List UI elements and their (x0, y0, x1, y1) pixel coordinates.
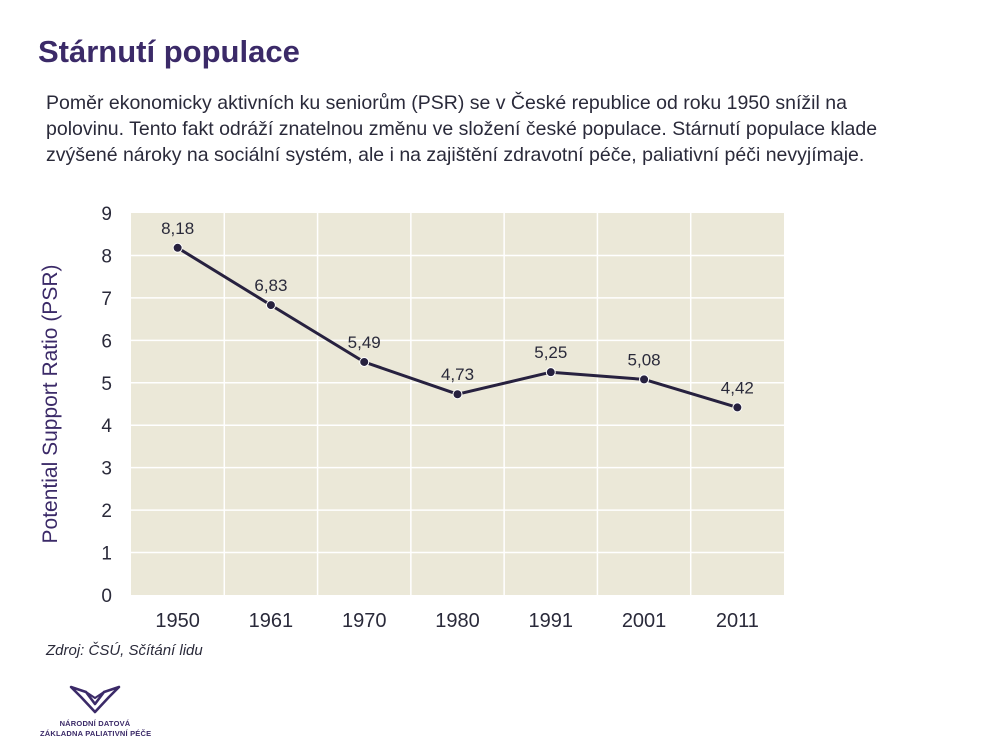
data-point-1970 (359, 356, 370, 367)
y-tick-label: 8 (101, 246, 112, 267)
x-axis-ticks: 1950 1961 1970 1980 1991 2001 2011 (155, 610, 758, 632)
x-tick-label: 1991 (529, 610, 574, 632)
slide-title: Stárnutí populace (38, 34, 300, 69)
data-label-1970: 5,49 (348, 333, 381, 352)
data-label-2011: 4,42 (721, 378, 754, 397)
y-tick-label: 6 (101, 331, 112, 352)
y-tick-label: 9 (101, 204, 112, 225)
y-axis-ticks: 0 1 2 3 4 5 6 7 8 9 (101, 204, 112, 607)
x-tick-label: 1961 (249, 610, 294, 632)
y-axis-label: Potential Support Ratio (PSR) (39, 265, 62, 544)
data-label-1980: 4,73 (441, 365, 474, 384)
data-point-2011 (732, 402, 743, 413)
x-tick-label: 1980 (435, 610, 480, 632)
data-point-1980 (452, 389, 463, 400)
x-tick-label: 1950 (155, 610, 200, 632)
grid-lines (131, 213, 784, 595)
data-point-1950 (172, 242, 183, 253)
ndzpp-logo: NÁRODNÍ DATOVÁ ZÁKLADNA PALIATIVNÍ PÉČE (40, 684, 152, 738)
data-labels: 8,18 6,83 5,49 4,73 5,25 5,08 4,42 (161, 219, 754, 398)
y-tick-label: 3 (101, 459, 112, 480)
data-label-1961: 6,83 (254, 276, 287, 295)
x-tick-label: 2001 (622, 610, 667, 632)
logo-emblem-icon (69, 685, 121, 714)
logo-line-1: NÁRODNÍ DATOVÁ (59, 719, 131, 728)
y-tick-label: 0 (101, 586, 112, 607)
x-tick-label: 1970 (342, 610, 387, 632)
y-tick-label: 2 (101, 501, 112, 522)
source-note: Zdroj: ČSÚ, Sčítání lidu (46, 642, 203, 659)
data-points (172, 242, 743, 413)
logo-line-2: ZÁKLADNA PALIATIVNÍ PÉČE (40, 728, 152, 738)
data-point-1961 (265, 300, 276, 311)
y-tick-label: 4 (101, 416, 112, 437)
y-tick-label: 1 (101, 544, 112, 565)
data-label-1991: 5,25 (534, 343, 567, 362)
y-tick-label: 7 (101, 289, 112, 310)
x-tick-label: 2011 (716, 610, 759, 632)
intro-paragraph: Poměr ekonomicky aktivních ku seniorům (… (46, 92, 878, 166)
data-point-1991 (545, 367, 556, 378)
y-tick-label: 5 (101, 374, 112, 395)
data-label-1950: 8,18 (161, 219, 194, 238)
data-point-2001 (639, 374, 650, 385)
plot-area (131, 213, 784, 595)
data-label-2001: 5,08 (628, 350, 661, 369)
